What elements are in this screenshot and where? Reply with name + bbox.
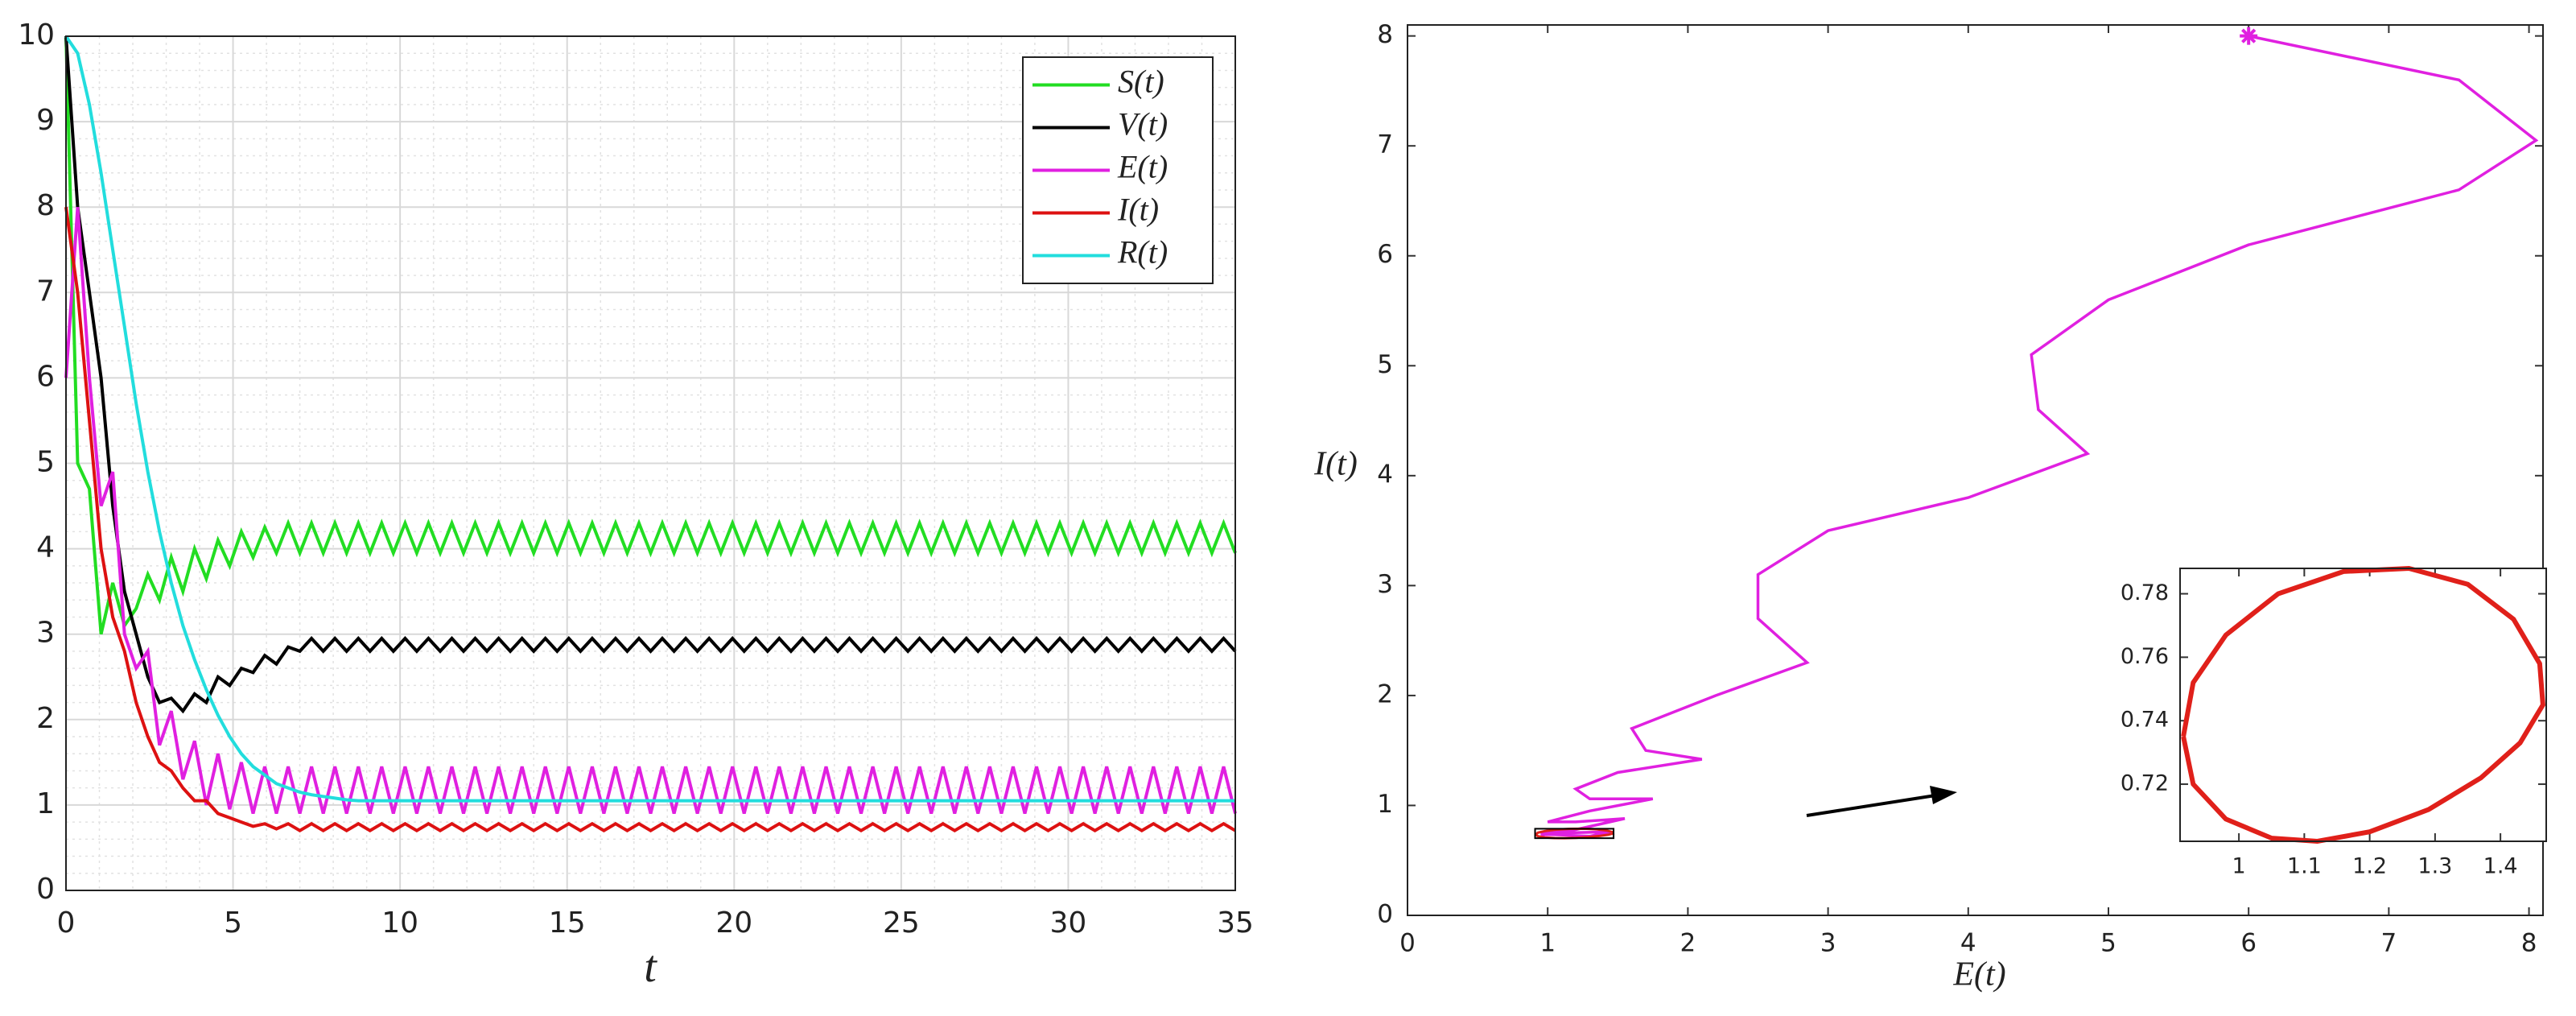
x-axis-label: E(t) (1952, 956, 2005, 993)
y-tick-label: 0.78 (2121, 580, 2169, 605)
y-tick-label: 9 (36, 104, 55, 137)
y-tick-label: 7 (36, 275, 55, 308)
x-tick-label: 1.4 (2483, 854, 2518, 879)
start-marker (2240, 27, 2258, 45)
x-tick-label: 1 (1539, 929, 1556, 958)
y-tick-label: 5 (36, 446, 55, 479)
x-tick-label: 35 (1217, 907, 1254, 940)
x-tick-label: 1.2 (2352, 854, 2387, 879)
legend-label: V(t) (1118, 106, 1168, 142)
y-tick-label: 7 (1377, 130, 1393, 159)
x-tick-label: 15 (549, 907, 586, 940)
series-line (64, 206, 1237, 833)
y-tick-label: 6 (1377, 240, 1393, 269)
y-tick-label: 4 (36, 531, 55, 564)
axes-frame (2179, 568, 2547, 842)
y-tick-label: 0.74 (2121, 708, 2169, 733)
y-tick-label: 2 (36, 702, 55, 735)
x-tick-label: 30 (1050, 907, 1087, 940)
y-tick-label: 2 (1377, 679, 1393, 708)
y-tick-label: 5 (1377, 350, 1393, 379)
y-tick-label: 8 (36, 189, 55, 222)
y-tick-label: 0.76 (2121, 644, 2169, 669)
series-line (64, 35, 1235, 803)
x-tick-label: 25 (883, 907, 920, 940)
y-tick-label: 3 (1377, 570, 1393, 599)
zoom-box (1534, 828, 1615, 840)
legend: S(t) V(t) E(t) I(t) R(t) (1022, 56, 1214, 284)
y-axis-label: I(t) (1313, 446, 1358, 483)
marker-stroke (2241, 28, 2257, 43)
x-tick-label: 1.3 (2417, 854, 2452, 879)
series-line (64, 35, 1237, 635)
x-tick-label: 7 (2381, 929, 2397, 958)
series-line (64, 207, 1237, 814)
y-tick-label: 0 (36, 873, 55, 906)
x-tick-label: 4 (1960, 929, 1976, 958)
y-tick-label: 1 (36, 787, 55, 820)
inset-background (2180, 568, 2546, 841)
y-tick-label: 4 (1377, 460, 1393, 489)
legend-label: I(t) (1117, 192, 1159, 228)
axes-frame (1407, 24, 2544, 916)
x-tick-label: 0 (1399, 929, 1416, 958)
y-tick-label: 3 (36, 617, 55, 650)
x-tick-label: 1.1 (2287, 854, 2322, 879)
x-tick-label: 5 (224, 907, 242, 940)
legend-label: R(t) (1117, 234, 1168, 271)
y-tick-label: 10 (18, 19, 55, 52)
y-tick-label: 0 (1377, 900, 1393, 929)
axes-frame (65, 35, 1236, 891)
x-tick-label: 2 (1680, 929, 1696, 958)
x-tick-label: 1 (2232, 854, 2246, 879)
x-tick-label: 3 (1820, 929, 1836, 958)
x-tick-label: 10 (381, 907, 418, 940)
x-tick-label: 5 (2100, 929, 2116, 958)
legend-label: S(t) (1118, 64, 1164, 100)
y-tick-label: 1 (1377, 790, 1393, 819)
series-line (64, 35, 1237, 714)
arrow-shaft (1806, 794, 1936, 817)
x-axis-label: t (644, 942, 657, 992)
arrow-head (1930, 786, 1957, 804)
y-tick-label: 6 (36, 360, 55, 393)
annotation-arrow (1806, 786, 1957, 817)
limit-cycle (2181, 565, 2545, 845)
x-tick-label: 0 (57, 907, 76, 940)
legend-label: E(t) (1117, 149, 1168, 185)
x-tick-label: 20 (715, 907, 752, 940)
y-tick-label: 0.72 (2121, 771, 2169, 796)
x-tick-label: 8 (2521, 929, 2537, 958)
y-tick-label: 8 (1377, 20, 1393, 49)
x-tick-label: 6 (2240, 929, 2257, 958)
